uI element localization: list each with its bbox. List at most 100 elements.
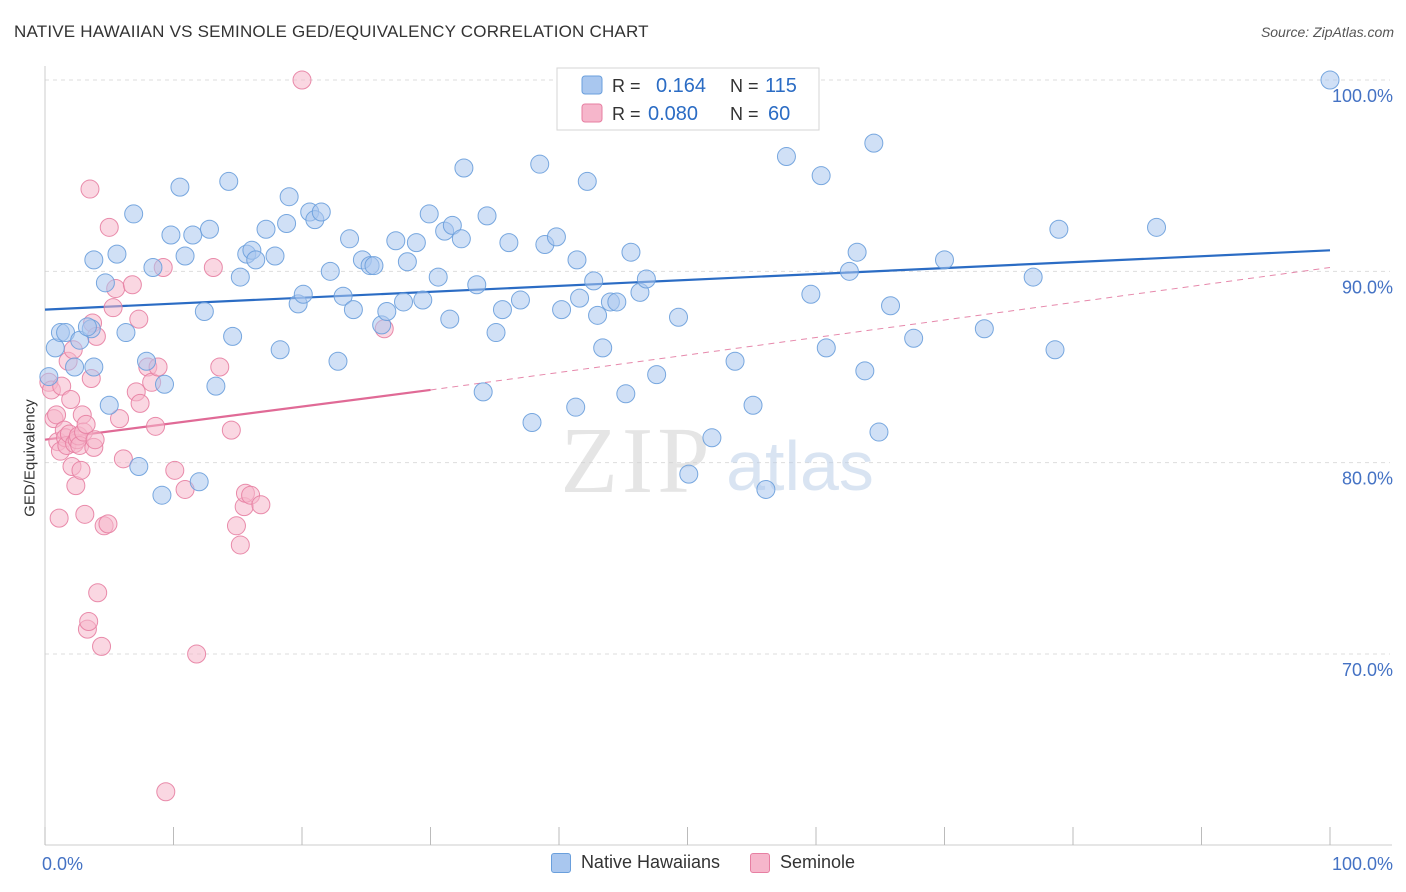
x-tick-label: 100.0% — [1332, 854, 1393, 874]
native-hawaiian-point — [522, 412, 542, 432]
native-hawaiian-point — [577, 171, 597, 191]
seminole-point — [92, 636, 112, 656]
native-hawaiian-point — [847, 242, 867, 262]
seminole-point — [99, 217, 119, 237]
native-hawaiian-point — [77, 317, 97, 337]
native-hawaiian-point — [343, 300, 363, 320]
native-hawaiian-point — [584, 271, 604, 291]
native-hawaiian-point — [143, 258, 163, 278]
native-hawaiian-point — [364, 256, 384, 276]
watermark-atlas: atlas — [726, 427, 874, 505]
watermark: ZIP atlas — [561, 409, 874, 513]
stats-n-label-2: N = — [730, 104, 759, 124]
native-hawaiian-point — [1147, 217, 1167, 237]
legend-item-seminole: Seminole — [750, 852, 855, 873]
seminole-point — [292, 70, 312, 90]
native-hawaiian-point — [206, 376, 226, 396]
legend-label-native-hawaiians: Native Hawaiians — [580, 852, 720, 872]
legend-item-native-hawaiians: Native Hawaiians — [550, 852, 720, 873]
native-hawaiian-point — [451, 229, 471, 249]
native-hawaiian-point — [776, 147, 796, 167]
native-hawaiian-point — [566, 397, 586, 417]
native-hawaiian-point — [137, 351, 157, 371]
native-hawaiian-point — [333, 286, 353, 306]
native-hawaiian-point — [277, 214, 297, 233]
native-hawaiian-point — [567, 250, 587, 270]
native-hawaiian-point — [1049, 219, 1069, 239]
data-points — [39, 70, 1340, 802]
seminole-trend-line — [44, 388, 431, 441]
native-hawaiian-point — [442, 215, 462, 235]
native-hawaiian-point — [1320, 70, 1340, 90]
native-hawaiian-point — [855, 361, 875, 381]
native-hawaiian-point — [413, 290, 433, 310]
native-hawaiian-point — [155, 374, 175, 394]
native-hawaiian-point — [279, 187, 299, 207]
native-hawaiian-point — [1023, 267, 1043, 287]
native-hawaiian-point — [904, 328, 924, 348]
watermark-zip: ZIP — [561, 409, 714, 513]
native-hawaiian-point — [84, 250, 104, 270]
native-hawaiian-point — [84, 357, 104, 377]
native-hawaiian-point — [95, 273, 115, 293]
native-hawaiian-point — [510, 290, 530, 310]
stats-n-label-1: N = — [730, 76, 759, 96]
seminole-point — [230, 535, 250, 555]
native-hawaiian-point — [621, 242, 641, 262]
native-hawaiian-point — [756, 479, 776, 499]
native-hawaiian-point — [725, 351, 745, 371]
seminole-point — [76, 414, 96, 434]
native-hawaiian-point — [546, 227, 566, 247]
seminole-point — [80, 179, 100, 199]
stats-r-value-2: 0.080 — [648, 103, 698, 125]
seminole-point — [61, 390, 81, 410]
native-hawaiian-point — [194, 302, 214, 322]
stats-r-label-2: R = — [612, 104, 641, 124]
stats-legend-swatch-pink — [581, 103, 603, 123]
native-hawaiian-point — [679, 464, 699, 484]
native-hawaiian-point — [65, 357, 85, 377]
native-hawaiian-point — [189, 472, 209, 492]
stats-n-value-1: 115 — [765, 75, 797, 97]
native-hawaiian-point — [265, 246, 285, 266]
series-legend: Native Hawaiians Seminole — [0, 852, 1406, 873]
native-hawaiian-point — [864, 133, 884, 153]
seminole-point — [103, 298, 123, 318]
seminole-point — [129, 309, 149, 329]
chart-source: Source: ZipAtlas.com — [1260, 24, 1394, 40]
native-hawaiian-point — [386, 231, 406, 251]
seminole-point — [156, 782, 176, 802]
seminole-trend-extension — [430, 267, 1331, 391]
y-tick-label: 80.0% — [1342, 469, 1393, 489]
native-hawaiian-point — [419, 204, 439, 224]
native-hawaiian-point — [486, 323, 506, 343]
seminole-point — [165, 460, 185, 480]
native-hawaiian-point — [39, 367, 59, 387]
native-hawaiian-point — [440, 309, 460, 329]
seminole-point — [110, 409, 130, 429]
native-hawaiian-point — [293, 284, 313, 304]
native-hawaiian-point — [816, 338, 836, 358]
axes — [44, 66, 1392, 846]
native-hawaiian-point — [340, 229, 360, 249]
native-hawaiian-point — [320, 261, 340, 281]
native-hawaiian-point — [223, 326, 243, 346]
seminole-point — [49, 508, 69, 528]
native-hawaiian-point — [530, 154, 550, 174]
native-hawaiian-point — [636, 269, 656, 289]
native-hawaiian-trend-line — [44, 249, 1331, 311]
native-hawaiian-point — [328, 351, 348, 371]
native-hawaiian-point — [152, 485, 172, 505]
native-hawaiian-point — [107, 244, 127, 264]
native-hawaiian-point — [199, 219, 219, 239]
seminole-point — [122, 275, 142, 295]
native-hawaiian-point — [219, 171, 239, 191]
native-hawaiian-point — [552, 300, 572, 320]
native-hawaiian-point — [246, 250, 266, 270]
seminole-point — [79, 611, 99, 631]
y-tick-label: 70.0% — [1342, 660, 1393, 680]
native-hawaiian-point — [377, 302, 397, 322]
seminole-point — [113, 449, 133, 469]
native-hawaiian-point — [230, 267, 250, 287]
seminole-point — [251, 495, 271, 515]
